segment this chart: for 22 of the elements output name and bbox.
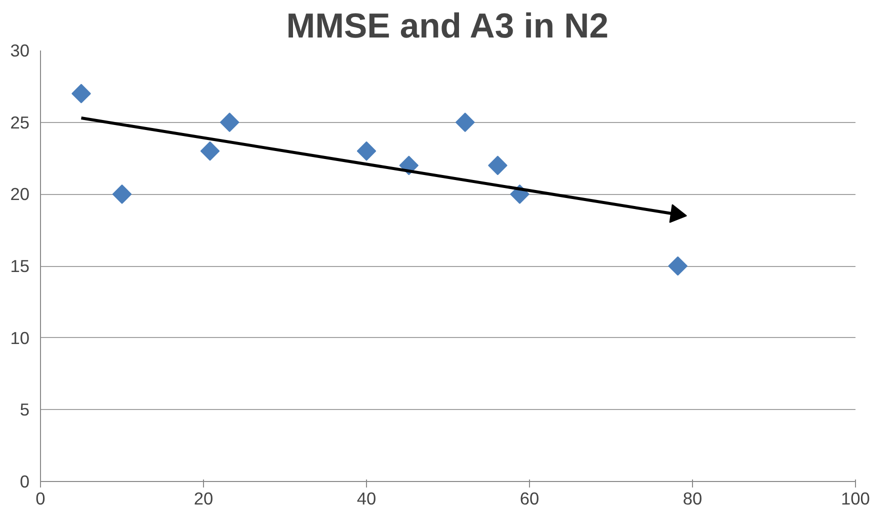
point xyxy=(455,112,475,132)
x-tick-label: 80 xyxy=(682,488,702,507)
y-tick-label: 10 xyxy=(10,328,30,348)
y-tick-label: 30 xyxy=(10,40,30,60)
x-tick-label: 100 xyxy=(841,488,870,507)
chart-title: MMSE and A3 in N2 xyxy=(286,8,608,46)
y-tick-label: 0 xyxy=(20,472,30,492)
x-tick-label: 40 xyxy=(356,488,376,507)
point xyxy=(112,184,132,204)
point xyxy=(668,256,688,276)
y-tick-label: 5 xyxy=(20,400,30,420)
point xyxy=(220,112,240,132)
y-tick-label: 15 xyxy=(10,256,30,276)
point xyxy=(488,156,508,176)
point xyxy=(72,84,91,104)
y-tick-label: 25 xyxy=(10,112,30,132)
point xyxy=(200,141,220,161)
x-tick-label: 20 xyxy=(194,488,214,507)
point xyxy=(356,141,376,161)
x-tick-label: 60 xyxy=(520,488,540,507)
y-tick-label: 20 xyxy=(10,184,30,204)
x-tick-label: 0 xyxy=(36,488,46,507)
